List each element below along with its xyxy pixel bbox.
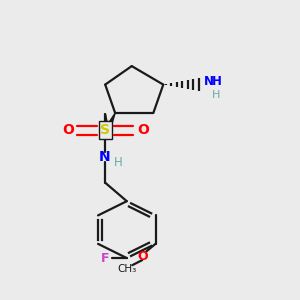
Text: S: S: [100, 123, 110, 137]
Text: H: H: [212, 75, 222, 88]
Text: N: N: [98, 150, 110, 164]
Text: F: F: [101, 252, 110, 265]
Text: O: O: [137, 123, 148, 137]
Text: H: H: [212, 90, 220, 100]
Polygon shape: [105, 113, 115, 130]
Text: CH₃: CH₃: [118, 264, 137, 274]
Text: N: N: [204, 75, 214, 88]
Text: H: H: [113, 156, 122, 169]
Text: O: O: [137, 250, 148, 263]
Text: O: O: [62, 123, 74, 137]
